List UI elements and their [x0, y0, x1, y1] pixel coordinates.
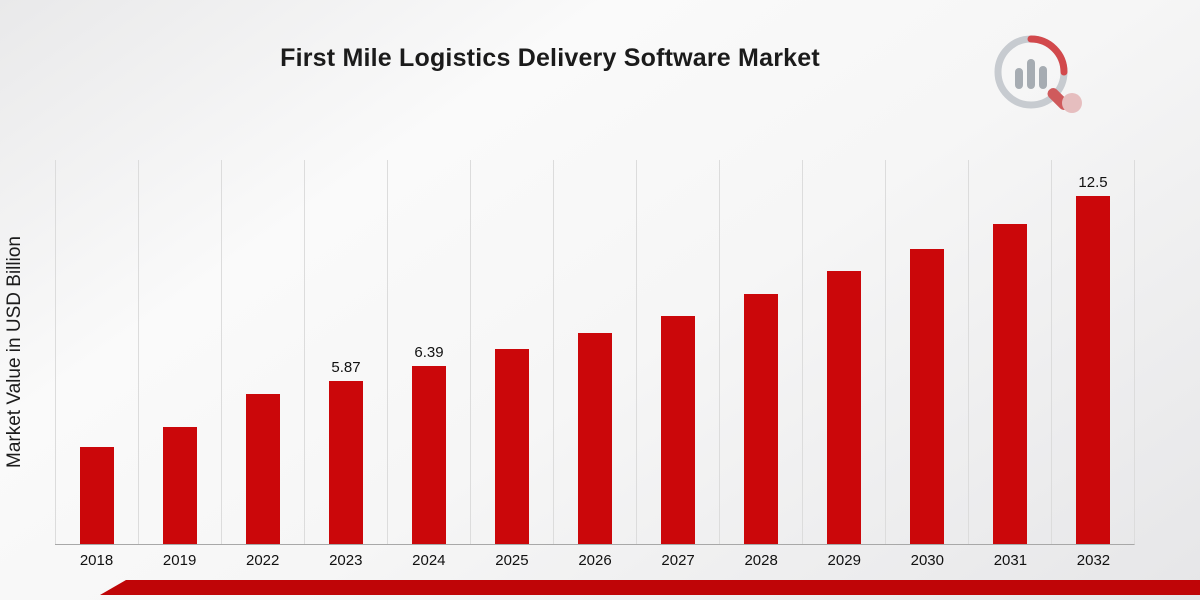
- x-tick-label: 2022: [246, 552, 280, 569]
- brand-logo-icon: [985, 28, 1095, 123]
- chart-title: First Mile Logistics Delivery Software M…: [280, 44, 820, 72]
- bar-column: [55, 160, 138, 544]
- x-tick-label: 2032: [1076, 552, 1111, 569]
- y-axis-label: Market Value in USD Billion: [4, 236, 25, 469]
- bar-value-label: 5.87: [331, 358, 361, 376]
- x-tick-label: 2027: [661, 552, 695, 569]
- bar-column: 5.87: [304, 160, 387, 544]
- bar-column: 12.5: [1051, 160, 1134, 544]
- x-tick-label: 2019: [162, 552, 197, 569]
- bar: [329, 380, 363, 544]
- bar: [744, 293, 778, 544]
- bar-column: [221, 160, 304, 544]
- magnifier-barchart-icon: [994, 35, 1082, 113]
- bar-column: [968, 160, 1051, 544]
- footer-accent-bar: [100, 580, 1200, 595]
- bar: [993, 224, 1027, 544]
- bar: [412, 366, 446, 544]
- bar: [163, 427, 197, 544]
- bar-column: [802, 160, 885, 544]
- x-tick-label: 2030: [910, 552, 944, 569]
- bar: [910, 249, 944, 544]
- bar-column: [719, 160, 802, 544]
- bar: [80, 446, 114, 544]
- bar-column: [470, 160, 553, 544]
- x-axis-tick-labels: 2018 2019 2022 2023 2024 2025 2026 2027 2028 2029…: [55, 552, 1135, 569]
- bar-column: [138, 160, 221, 544]
- x-tick-label: 2018: [79, 552, 114, 569]
- plot-area: 5.87 6.39 12.5: [55, 160, 1135, 545]
- bar: [495, 349, 529, 544]
- x-tick-label: 2029: [827, 552, 861, 569]
- bar-column: [885, 160, 968, 544]
- x-tick-label: 2028: [744, 552, 778, 569]
- bar-column: [636, 160, 719, 544]
- x-tick-label: 2025: [495, 552, 529, 569]
- bar: [246, 393, 280, 544]
- bar-column: [553, 160, 636, 544]
- bar-value-label: 12.5: [1078, 174, 1108, 192]
- bar: [1076, 196, 1110, 544]
- x-tick-label: 2031: [993, 552, 1028, 569]
- x-tick-label: 2024: [412, 552, 446, 569]
- bar: [661, 315, 695, 544]
- bar: [827, 271, 861, 544]
- bar-value-label: 6.39: [414, 344, 444, 362]
- bar: [578, 332, 612, 544]
- x-tick-label: 2023: [329, 552, 363, 569]
- bar-column: 6.39: [387, 160, 470, 544]
- x-tick-label: 2026: [578, 552, 612, 569]
